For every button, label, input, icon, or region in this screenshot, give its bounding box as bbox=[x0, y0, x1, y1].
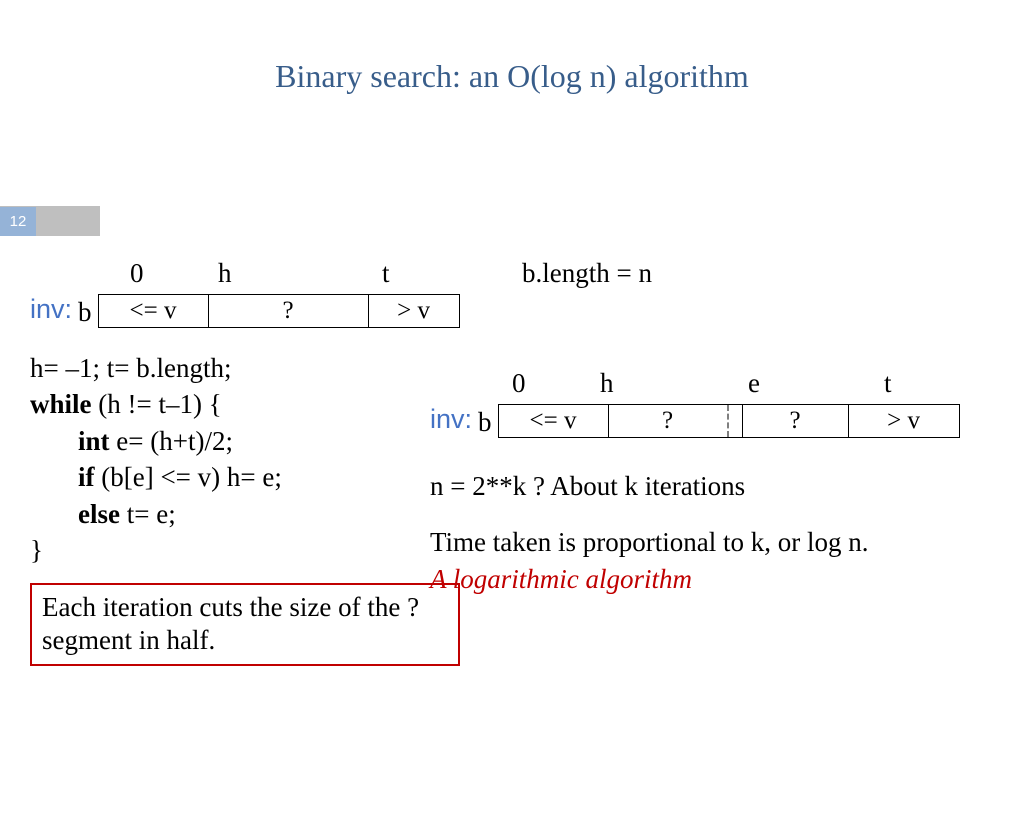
d2-split bbox=[729, 405, 743, 437]
d2-idx-t: t bbox=[884, 368, 892, 399]
d1-cell-1: ? bbox=[209, 295, 369, 327]
page-band: 12 bbox=[0, 206, 100, 236]
d2-idx-h: h bbox=[600, 368, 614, 399]
iteration-box: Each iteration cuts the size of the ? se… bbox=[30, 583, 460, 667]
d1-cell-0: <= v bbox=[99, 295, 209, 327]
d1-idx-blen: b.length = n bbox=[522, 258, 652, 289]
notes: n = 2**k ? About k iterations Time taken… bbox=[430, 468, 1000, 597]
d2-cell-2: ? bbox=[743, 405, 849, 437]
inv-label-1: inv: bbox=[30, 294, 72, 325]
d1-idx-h: h bbox=[218, 258, 232, 289]
inv-label-2: inv: bbox=[430, 404, 472, 435]
d2-cell-3: > v bbox=[849, 405, 959, 437]
note-1: n = 2**k ? About k iterations bbox=[430, 468, 1000, 504]
right-column: 0 h e t inv: b <= v ? ? > v n = 2**k ? A… bbox=[430, 368, 1000, 597]
d1-idx-t: t bbox=[382, 258, 390, 289]
diagram-1: inv: b <= v ? > v bbox=[30, 294, 1000, 328]
page-number: 12 bbox=[0, 207, 36, 236]
d2-idx-0: 0 bbox=[512, 368, 526, 399]
note-3: A logarithmic algorithm bbox=[430, 561, 1000, 597]
d1-idx-0: 0 bbox=[130, 258, 144, 289]
d2-cell-0: <= v bbox=[499, 405, 609, 437]
d1-cell-2: > v bbox=[369, 295, 459, 327]
array-1: <= v ? > v bbox=[98, 294, 460, 328]
d2-idx-e: e bbox=[748, 368, 760, 399]
diagram-2: inv: b <= v ? ? > v bbox=[430, 404, 1000, 438]
content-area: 0 h t b.length = n inv: b <= v ? > v h= … bbox=[30, 258, 1000, 666]
b-label-2: b bbox=[478, 406, 492, 438]
note-2: Time taken is proportional to k, or log … bbox=[430, 524, 1000, 560]
d2-cell-1: ? bbox=[609, 405, 729, 437]
slide-title: Binary search: an O(log n) algorithm bbox=[0, 58, 1024, 95]
array-2: <= v ? ? > v bbox=[498, 404, 960, 438]
b-label-1: b bbox=[78, 296, 92, 328]
